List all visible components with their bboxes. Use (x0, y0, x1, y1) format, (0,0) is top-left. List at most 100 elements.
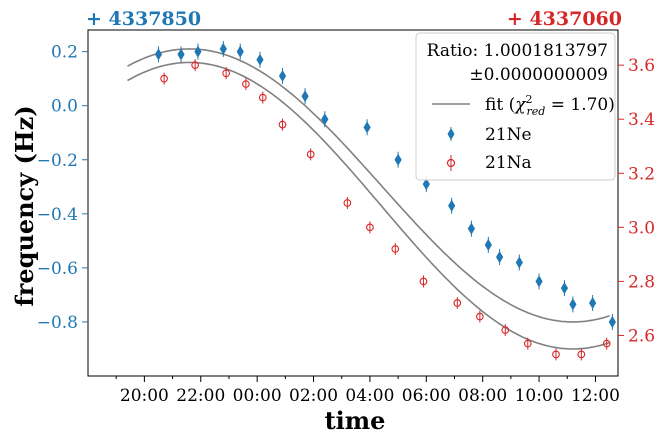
21na-point (602, 337, 611, 350)
21ne-marker (448, 199, 456, 212)
21na-point (577, 348, 586, 361)
21ne-point (467, 220, 476, 237)
left-tick-label: 0.2 (51, 43, 78, 63)
21ne-point (535, 273, 543, 290)
21ne-marker (394, 153, 402, 166)
21na-marker (501, 326, 510, 334)
21ne-marker (422, 178, 430, 191)
21ne-point (495, 249, 504, 266)
ratio-line-2: ±0.0000000009 (469, 65, 608, 85)
legend-fit-prefix: fit ( (485, 95, 515, 115)
21na-point (552, 348, 560, 361)
left-tick-label: −0.6 (37, 259, 78, 279)
21na-point (242, 78, 250, 91)
y-axis-label: frequency (Hz) (10, 105, 39, 306)
fit-layer (127, 48, 610, 350)
21ne-point (194, 43, 202, 60)
21na-point (343, 197, 352, 209)
21na-point (222, 67, 230, 80)
right-tick-label: 2.8 (628, 272, 655, 292)
left-tick-label: −0.2 (37, 151, 78, 171)
ratio-line-1: Ratio: 1.0001813797 (427, 41, 608, 61)
21ne-point (154, 46, 163, 63)
legend-fit-suffix: = 1.70) (545, 95, 615, 115)
21ne-point (219, 40, 227, 57)
21ne-marker (219, 42, 227, 55)
legend-ne-label: 21Ne (485, 125, 532, 145)
21na-marker (278, 120, 287, 129)
21ne-point (608, 313, 616, 330)
right-tick-label: 3.2 (628, 164, 655, 184)
21ne-marker (484, 238, 492, 251)
21ne-point (278, 67, 287, 84)
legend-na-circle (446, 158, 456, 168)
x-tick-label: 08:00 (458, 386, 507, 406)
21ne-point (321, 111, 329, 128)
plot-frame (87, 29, 619, 377)
21ne-point (484, 236, 492, 253)
21na-marker (343, 199, 352, 207)
21ne-marker (194, 45, 202, 58)
21ne-point (589, 295, 597, 312)
legend-ne-diamond (447, 128, 455, 140)
x-tick-label: 22:00 (176, 386, 225, 406)
21na-point (391, 242, 400, 255)
21na-marker (453, 299, 462, 307)
21na-marker (552, 350, 560, 359)
21na-point (419, 275, 428, 288)
21na-point (160, 72, 168, 85)
21na-marker (391, 245, 400, 253)
21ne-marker (363, 121, 371, 134)
21na-marker (222, 69, 230, 78)
right-axis-offset-label: + 4337060 (507, 8, 622, 30)
fit-curve-21ne (127, 48, 610, 323)
legend-fit-label: fit (χ2 red = 1.70) (485, 93, 615, 118)
21na-marker (242, 80, 250, 88)
legend-na-marker (446, 155, 456, 171)
legend-box (415, 32, 616, 181)
21na-marker (306, 150, 315, 159)
21na-point (501, 324, 510, 337)
21na-point (476, 310, 484, 323)
21ne-marker (535, 275, 543, 288)
right-tick-label: 3.0 (628, 218, 655, 238)
21ne-marker (608, 315, 616, 328)
right-tick-label: 3.4 (628, 110, 655, 130)
21ne-point (515, 254, 523, 271)
legend-ne-marker (447, 127, 455, 141)
21ne-marker (177, 48, 185, 61)
x-tick-label: 10:00 (515, 386, 564, 406)
21ne-point (236, 43, 244, 60)
21ne-marker (236, 45, 244, 58)
21na-point (523, 337, 532, 350)
x-axis-label: time (325, 406, 386, 430)
21ne-point (256, 51, 264, 68)
legend-fit-chi: χ (514, 95, 527, 115)
left-tick-label: −0.4 (37, 205, 78, 225)
x-tick-label: 02:00 (289, 386, 338, 406)
21ne-marker (154, 48, 163, 61)
21na-marker (602, 339, 611, 348)
21na-point (453, 297, 462, 310)
21na-point (366, 221, 374, 234)
x-tick-label: 06:00 (402, 386, 451, 406)
21na-point (306, 148, 315, 161)
21ne-point (569, 296, 577, 313)
21na-point (258, 91, 267, 104)
21na-marker (577, 350, 586, 359)
21ne-marker (256, 53, 264, 66)
21ne-marker (589, 297, 597, 310)
21ne-marker (301, 90, 309, 103)
21ne-marker (495, 251, 504, 264)
21ne-marker (560, 282, 569, 295)
21na-marker (160, 74, 168, 83)
21na-point (278, 118, 287, 131)
left-axis-offset-label: + 4337850 (86, 8, 201, 30)
21na-point (191, 59, 199, 72)
21na-marker (258, 93, 267, 102)
21ne-point (448, 197, 456, 214)
legend: Ratio: 1.0001813797 ±0.0000000009 fit (χ… (415, 32, 616, 181)
x-tick-label: 12:00 (571, 386, 620, 406)
21ne-marker (278, 69, 287, 82)
